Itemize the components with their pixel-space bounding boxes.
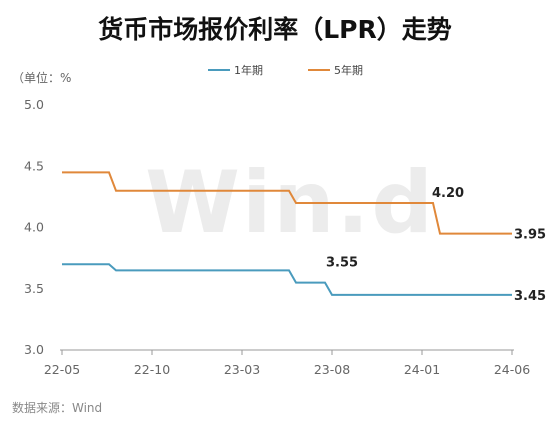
y-axis: 5.0 4.5 4.0 3.5 3.0 bbox=[24, 97, 44, 357]
unit-label: （单位：% bbox=[12, 70, 71, 85]
x-tick-label: 24-06 bbox=[494, 362, 530, 377]
x-tick-label: 22-10 bbox=[134, 362, 170, 377]
x-tick-label: 23-08 bbox=[314, 362, 350, 377]
y-tick-label: 4.0 bbox=[24, 220, 44, 235]
y-tick-label: 3.5 bbox=[24, 281, 44, 296]
data-label: 3.55 bbox=[326, 256, 358, 271]
chart-title: 货币市场报价利率（LPR）走势 bbox=[98, 15, 452, 44]
legend-label: 5年期 bbox=[334, 63, 363, 77]
data-label: 4.20 bbox=[432, 186, 464, 201]
x-tick-label: 24-01 bbox=[404, 362, 440, 377]
source-note: 数据来源：Wind bbox=[12, 400, 102, 415]
x-axis: 22-05 22-10 23-03 23-08 24-01 24-06 bbox=[44, 349, 530, 377]
data-label: 3.45 bbox=[514, 289, 546, 304]
series-layer bbox=[62, 171, 512, 296]
annotation-layer: 4.20 3.95 3.55 3.45 bbox=[326, 186, 546, 304]
y-tick-label: 5.0 bbox=[24, 97, 44, 112]
data-label: 3.95 bbox=[514, 228, 546, 243]
x-tick-label: 22-05 bbox=[44, 362, 80, 377]
y-tick-label: 4.5 bbox=[24, 158, 44, 173]
legend-label: 1年期 bbox=[234, 63, 263, 77]
chart-legend: 1年期 5年期 bbox=[208, 63, 363, 77]
series-line-5年期 bbox=[62, 171, 512, 235]
series-line-1年期 bbox=[62, 263, 512, 296]
y-tick-label: 3.0 bbox=[24, 342, 44, 357]
x-tick-label: 23-03 bbox=[224, 362, 260, 377]
